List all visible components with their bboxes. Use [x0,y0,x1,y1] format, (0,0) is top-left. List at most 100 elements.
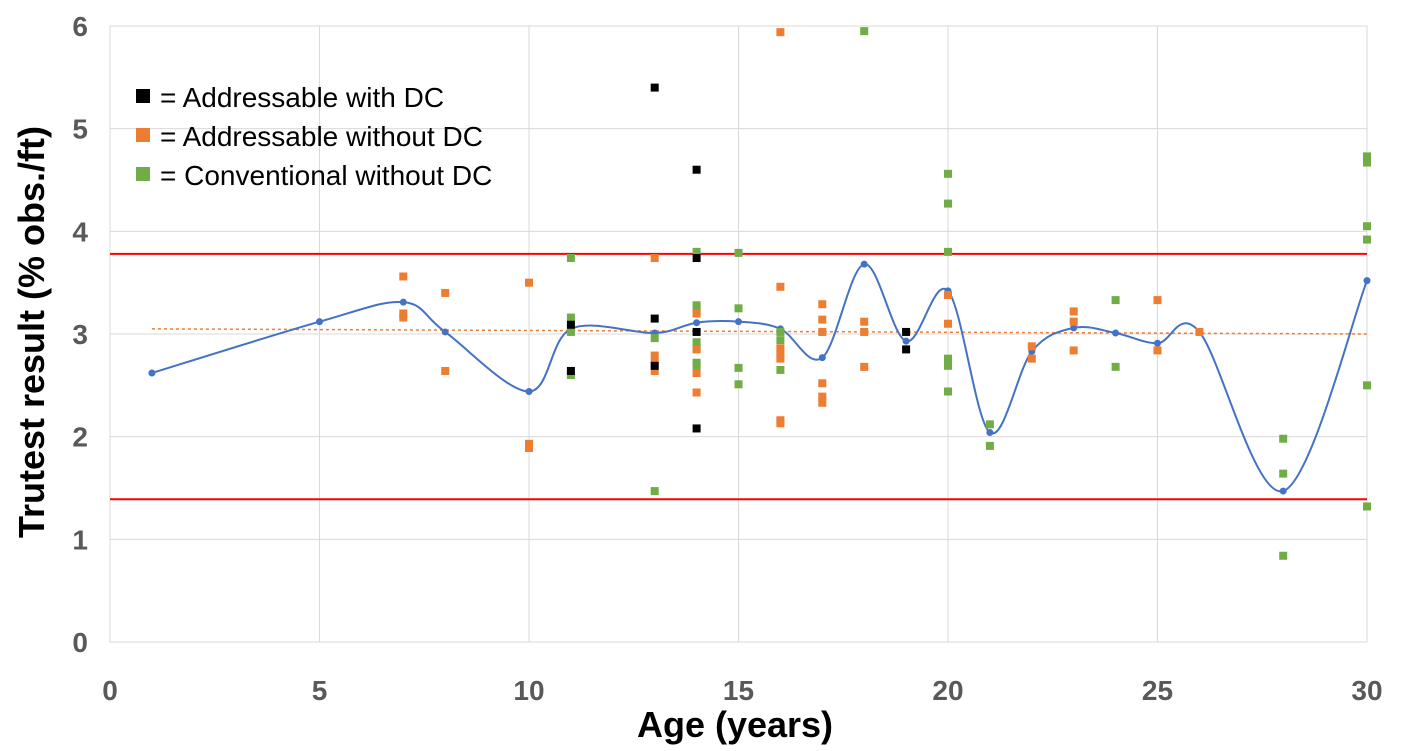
scatter-point-addressable-without-dc [692,369,701,378]
scatter-point-conventional-without-dc [566,254,575,263]
scatter-point-conventional-without-dc [1279,469,1288,478]
scatter-point-addressable-without-dc [1153,346,1162,355]
x-tick-label: 0 [102,675,118,706]
scatter-point-conventional-without-dc [692,362,701,371]
scatter-point-addressable-without-dc [692,345,701,354]
legend-label: = Addressable with DC [160,82,444,113]
scatter-point-addressable-without-dc [944,319,952,328]
mean-curve-point [1112,329,1120,337]
mean-curve-point [902,337,910,345]
scatter-point-conventional-without-dc [650,334,659,343]
mean-curve-point [1363,277,1371,285]
x-tick-label: 10 [513,675,544,706]
mean-curve-line [151,263,1368,493]
scatter-point-conventional-without-dc [1363,381,1371,390]
scatter-point-addressable-without-dc [860,362,869,371]
axes: 0 1 2 3 4 5 6 0 5 10 15 20 25 30 [72,11,1382,706]
scatter-point-addressable-with-dc [692,424,701,433]
scatter-point-addressable-with-dc [902,327,911,336]
scatter-point-addressable-without-dc [650,366,659,375]
scatter-point-conventional-without-dc [734,380,743,389]
mean-curve-point [735,318,742,326]
scatter-point-conventional-without-dc [566,371,575,380]
scatter-point-conventional-without-dc [944,169,952,178]
scatter-point-addressable-without-dc [944,290,952,299]
y-tick-label: 1 [72,524,88,555]
scatter-point-addressable-without-dc [399,313,408,322]
scatter-point-addressable-without-dc [692,309,701,318]
scatter-point-conventional-without-dc [1363,502,1371,511]
scatter-point-addressable-without-dc [1027,342,1036,351]
scatter-point-addressable-without-dc [399,309,408,318]
scatter-point-addressable-with-dc [650,83,659,92]
mean-curve-point [1279,487,1287,495]
data-points [399,27,1371,560]
scatter-point-conventional-without-dc [1111,362,1120,371]
scatter-point-conventional-without-dc [944,199,952,208]
scatter-point-addressable-with-dc [692,254,701,263]
legend-marker [136,167,150,181]
scatter-point-addressable-without-dc [860,317,869,326]
scatter-point-addressable-with-dc [650,314,659,323]
scatter-point-addressable-without-dc [650,254,659,263]
scatter-point-conventional-without-dc [1363,158,1371,167]
scatter-point-conventional-without-dc [1279,551,1288,560]
x-tick-label: 5 [312,675,328,706]
mean-curve-point [818,354,826,362]
scatter-point-conventional-without-dc [692,247,701,256]
scatter-point-addressable-without-dc [776,350,785,359]
scatter-point-addressable-without-dc [525,278,533,287]
scatter-point-addressable-without-dc [441,366,450,375]
y-tick-label: 2 [72,422,88,453]
scatter-point-conventional-without-dc [776,327,785,336]
scatter-point-addressable-with-dc [692,165,701,174]
scatter-point-addressable-without-dc [776,282,785,291]
scatter-point-conventional-without-dc [1279,434,1288,443]
x-axis-title: Age (years) [637,704,833,745]
scatter-point-conventional-without-dc [734,363,743,372]
scatter-point-conventional-without-dc [1111,296,1120,305]
scatter-point-conventional-without-dc [776,336,785,345]
x-tick-label: 30 [1351,675,1382,706]
legend: = Addressable with DC = Addressable witho… [136,82,492,191]
legend-label: = Addressable without DC [160,121,483,152]
scatter-point-addressable-without-dc [818,327,827,336]
scatter-point-addressable-with-dc [566,366,575,375]
scatter-point-conventional-without-dc [692,358,701,367]
scatter-point-conventional-without-dc [734,248,743,257]
scatter-point-conventional-without-dc [566,327,575,336]
scatter-point-addressable-without-dc [692,388,701,397]
scatter-point-addressable-without-dc [1069,317,1078,326]
scatter-point-addressable-without-dc [525,443,533,452]
scatter-point-addressable-without-dc [860,327,869,336]
legend-label: = Conventional without DC [160,160,492,191]
scatter-point-conventional-without-dc [860,27,869,36]
scatter-point-addressable-without-dc [1069,346,1078,355]
scatter-point-addressable-with-dc [692,327,701,336]
mean-curve-point [986,429,994,437]
scatter-point-conventional-without-dc [776,365,785,374]
scatter-point-addressable-with-dc [902,345,911,354]
mean-curve-point [525,387,533,395]
scatter-point-addressable-without-dc [1153,296,1162,305]
scatter-point-addressable-without-dc [818,300,827,309]
scatter-point-addressable-without-dc [1027,354,1036,363]
scatter-point-conventional-without-dc [944,361,952,370]
scatter-point-addressable-without-dc [818,315,827,324]
legend-marker [136,128,150,142]
y-tick-label: 6 [72,11,88,42]
y-tick-label: 3 [72,319,88,350]
scatter-point-addressable-with-dc [650,361,659,370]
y-tick-label: 0 [72,627,88,658]
scatter-point-addressable-without-dc [525,439,533,448]
scatter-point-addressable-without-dc [776,28,785,37]
scatter-point-conventional-without-dc [944,387,952,396]
scatter-point-addressable-without-dc [818,398,827,407]
trend-line [151,328,1368,335]
mean-curve-point [1154,339,1161,347]
mean-curve-point [316,318,323,326]
x-tick-label: 25 [1142,675,1173,706]
scatter-point-conventional-without-dc [692,338,701,347]
scatter-point-conventional-without-dc [734,304,743,313]
